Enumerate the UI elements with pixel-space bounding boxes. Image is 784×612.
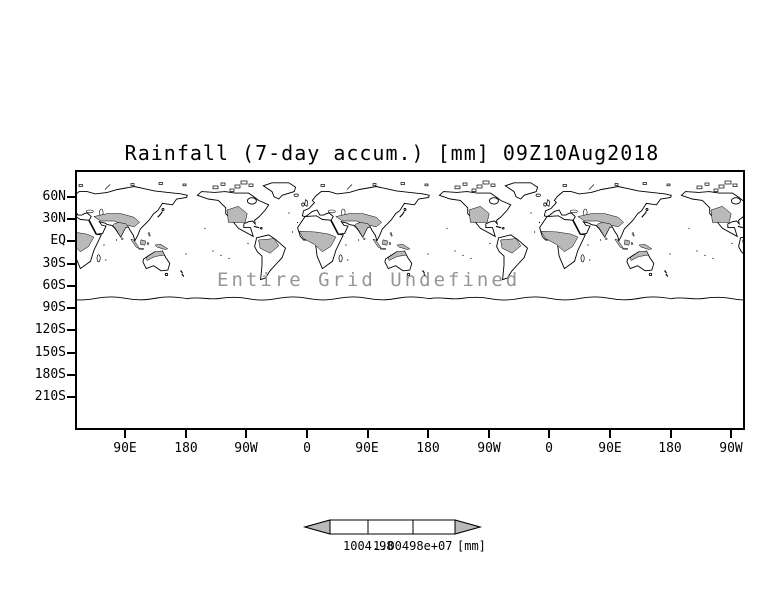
x-axis-tick	[124, 430, 126, 438]
x-axis-label: 180	[658, 441, 682, 456]
undefined-grid-message: Entire Grid Undefined	[217, 269, 521, 291]
x-axis-tick	[427, 430, 429, 438]
y-axis-tick	[67, 329, 75, 331]
y-axis-label: 120S	[34, 322, 66, 337]
x-axis-tick	[548, 430, 550, 438]
y-axis-label: 60S	[42, 278, 66, 293]
colorbar-tick-label: 1004.98	[343, 539, 394, 553]
y-axis-label: 180S	[34, 367, 66, 382]
y-axis-label: EQ	[50, 233, 66, 248]
y-axis-label: 210S	[34, 389, 66, 404]
x-axis-label: 90W	[719, 441, 743, 456]
x-axis-label: 90E	[355, 441, 379, 456]
x-axis-tick	[609, 430, 611, 438]
x-axis-tick	[488, 430, 490, 438]
x-axis-tick	[245, 430, 247, 438]
y-axis-label: 150S	[34, 345, 66, 360]
colorbar-right-arrow	[454, 519, 482, 535]
x-axis-tick	[670, 430, 672, 438]
y-axis-label: 90S	[42, 300, 66, 315]
y-axis-tick	[67, 196, 75, 198]
colorbar-units-label: [mm]	[457, 539, 486, 553]
y-axis-label: 30N	[42, 211, 66, 226]
x-axis-tick	[306, 430, 308, 438]
y-axis-tick	[67, 374, 75, 376]
x-axis-tick	[185, 430, 187, 438]
colorbar	[303, 519, 482, 535]
y-axis-tick	[67, 218, 75, 220]
y-axis-tick	[67, 285, 75, 287]
y-axis-label: 30S	[42, 256, 66, 271]
x-axis-tick	[367, 430, 369, 438]
colorbar-left-arrow	[303, 519, 331, 535]
x-axis-label: 90W	[477, 441, 501, 456]
x-axis-label: 0	[303, 441, 311, 456]
world-map	[77, 180, 743, 301]
x-axis-tick	[730, 430, 732, 438]
y-axis-tick	[67, 352, 75, 354]
x-axis-label: 90E	[598, 441, 622, 456]
y-axis-label: 60N	[42, 189, 66, 204]
y-axis-tick	[67, 396, 75, 398]
x-axis-label: 90E	[113, 441, 137, 456]
map-frame: Entire Grid Undefined	[75, 170, 745, 430]
y-axis-tick	[67, 263, 75, 265]
x-axis-label: 0	[545, 441, 553, 456]
x-axis-label: 90W	[234, 441, 258, 456]
x-axis-label: 180	[174, 441, 198, 456]
plot-title: Rainfall (7-day accum.) [mm] 09Z10Aug201…	[124, 141, 660, 165]
y-axis-tick	[67, 307, 75, 309]
y-axis-tick	[67, 240, 75, 242]
x-axis-label: 180	[416, 441, 440, 456]
colorbar-tick-label: 1.00498e+07	[373, 539, 453, 553]
